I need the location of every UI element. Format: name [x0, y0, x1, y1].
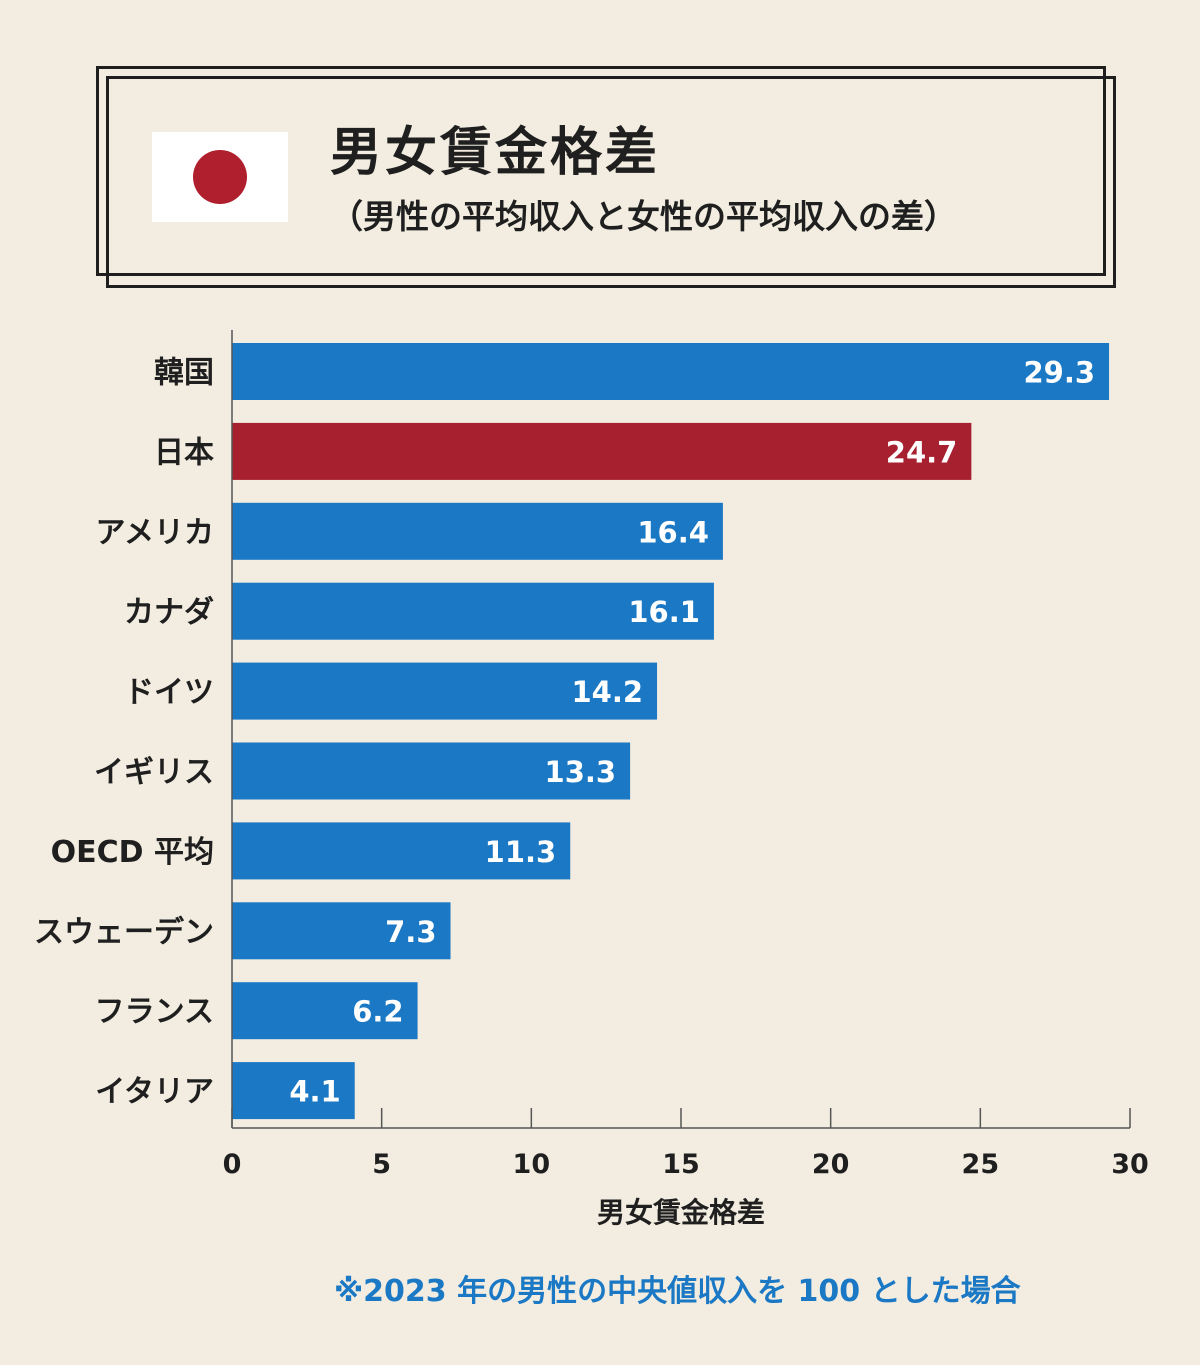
x-tick-label: 10: [513, 1149, 551, 1180]
japan-flag-icon: [152, 132, 288, 222]
bar-value-label: 13.3: [545, 755, 617, 789]
bar: [232, 742, 631, 800]
bar-value-label: 29.3: [1023, 356, 1095, 390]
title-frame-inner: [106, 76, 1116, 288]
bar-value-label: 14.2: [571, 675, 643, 709]
category-label: OECD 平均: [51, 835, 214, 870]
bar-value-label: 7.3: [385, 915, 436, 949]
flag-sun-circle: [193, 150, 247, 204]
bar-value-label: 16.1: [628, 595, 700, 629]
x-tick-label: 20: [812, 1149, 850, 1180]
bar: [232, 902, 451, 960]
bar-value-label: 6.2: [352, 995, 403, 1029]
category-label: フランス: [95, 995, 214, 1030]
chart-title: 男女賃金格差: [330, 123, 661, 183]
category-label: アメリカ: [96, 515, 215, 550]
x-tick-label: 0: [223, 1149, 242, 1180]
chart-subtitle: （男性の平均収入と女性の平均収入の差）: [330, 197, 957, 236]
x-tick-label: 5: [372, 1149, 391, 1180]
x-tick-label: 15: [662, 1149, 700, 1180]
footnote: ※2023 年の男性の中央値収入を 100 とした場合: [334, 1274, 1021, 1309]
bar: [232, 982, 418, 1040]
category-label: イタリア: [95, 1075, 214, 1110]
category-label: 日本: [154, 435, 214, 470]
bar: [232, 343, 1110, 400]
title-frame-outer: [96, 66, 1106, 276]
bar-value-label: 24.7: [886, 435, 958, 469]
bar: [232, 662, 658, 720]
category-label: 韓国: [154, 356, 214, 391]
bar: [232, 582, 714, 640]
bar: [232, 822, 571, 880]
category-label: イギリス: [94, 755, 214, 790]
bar: [232, 502, 723, 560]
bar-value-label: 4.1: [289, 1075, 340, 1109]
bar: [232, 1062, 355, 1120]
category-label: ドイツ: [124, 675, 214, 710]
x-tick-label: 30: [1111, 1149, 1149, 1180]
category-label: カナダ: [124, 595, 214, 630]
category-label: スウェーデン: [34, 915, 214, 950]
bar: [232, 422, 972, 480]
x-tick-label: 25: [962, 1149, 1000, 1180]
bar-value-label: 16.4: [637, 515, 709, 549]
x-axis-label: 男女賃金格差: [597, 1196, 765, 1229]
bar-value-label: 11.3: [485, 835, 557, 869]
